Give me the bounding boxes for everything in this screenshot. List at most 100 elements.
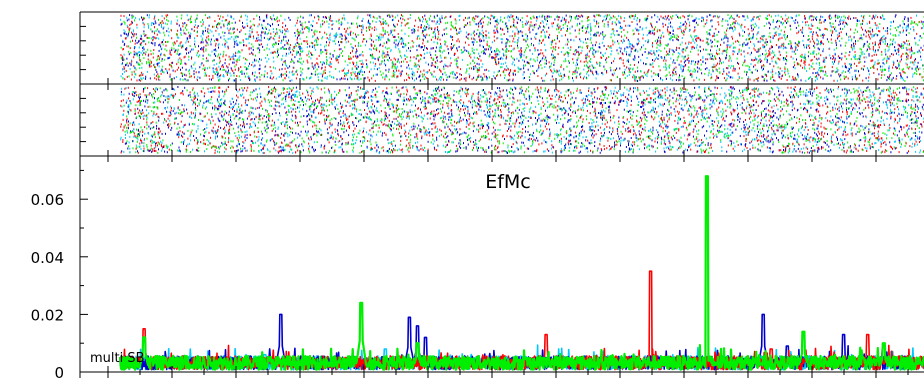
raster-dot <box>392 60 394 63</box>
raster-dot <box>581 49 583 52</box>
raster-dot <box>468 33 470 35</box>
raster-dot <box>481 51 483 54</box>
raster-dot <box>249 29 251 32</box>
raster-dot <box>911 61 913 64</box>
raster-dot <box>637 66 639 69</box>
raster-dot <box>680 64 682 67</box>
raster-dot <box>219 56 220 59</box>
raster-dot <box>421 54 422 57</box>
raster-dot <box>320 23 322 26</box>
raster-dot <box>550 15 552 18</box>
raster-dot <box>416 65 418 68</box>
raster-dot <box>920 46 922 49</box>
raster-dot <box>587 16 589 19</box>
raster-dot <box>479 22 481 25</box>
raster-dot <box>638 55 640 58</box>
raster-dot <box>195 71 197 74</box>
raster-dot <box>714 15 716 18</box>
raster-dot <box>483 52 485 55</box>
raster-dot <box>792 57 794 60</box>
raster-dot <box>169 75 171 78</box>
raster-dot <box>751 71 753 74</box>
raster-dot <box>255 39 257 42</box>
raster-dot <box>158 61 160 64</box>
raster-dot <box>237 44 239 46</box>
raster-dot <box>266 17 268 20</box>
raster-dot <box>357 17 359 20</box>
raster-dot <box>804 63 806 66</box>
raster-dot <box>913 29 915 32</box>
raster-dot <box>393 41 395 44</box>
raster-dot <box>766 43 768 46</box>
raster-dot <box>375 28 377 31</box>
raster-dot <box>379 70 381 73</box>
raster-dot <box>235 59 237 62</box>
raster-dot <box>634 79 636 82</box>
raster-dot <box>526 22 528 25</box>
raster-dot <box>280 47 282 50</box>
raster-dot <box>306 46 308 49</box>
raster-dot <box>824 19 826 22</box>
raster-dot <box>808 17 810 20</box>
raster-dot <box>169 49 171 52</box>
raster-dot <box>289 19 291 21</box>
raster-dot <box>767 18 768 20</box>
raster-dot <box>734 28 736 31</box>
raster-dot <box>633 64 635 66</box>
raster-dot <box>417 26 419 29</box>
raster-dot <box>786 22 788 24</box>
raster-dot <box>813 46 815 49</box>
raster-dot <box>510 69 511 72</box>
raster-dot <box>397 14 399 17</box>
raster-dot <box>592 47 594 50</box>
raster-dot <box>336 55 338 58</box>
raster-dot <box>491 51 492 53</box>
raster-dot <box>254 59 256 62</box>
raster-dot <box>521 16 523 19</box>
raster-dot <box>258 23 260 26</box>
raster-dot <box>525 33 527 36</box>
raster-dot <box>816 76 818 79</box>
raster-dot <box>126 16 128 19</box>
raster-dot <box>133 33 135 36</box>
raster-dot <box>339 40 341 43</box>
raster-dot <box>285 52 287 55</box>
raster-dot <box>580 76 581 79</box>
raster-dot <box>848 36 850 39</box>
raster-dot <box>542 57 544 60</box>
raster-dot <box>696 76 697 79</box>
raster-dot <box>367 14 369 17</box>
raster-dot <box>399 72 401 75</box>
raster-dot <box>797 73 798 76</box>
raster-dot <box>370 16 372 19</box>
raster-dot <box>497 37 499 39</box>
raster-dot <box>278 36 280 39</box>
raster-dot <box>863 65 865 68</box>
raster-dot <box>298 34 300 37</box>
raster-dot <box>577 17 579 20</box>
raster-dot <box>483 39 485 42</box>
raster-dot <box>135 53 137 56</box>
raster-dot <box>452 46 454 49</box>
raster-dot <box>506 69 508 72</box>
raster-dot <box>219 75 221 78</box>
raster-dot <box>880 17 882 19</box>
raster-dot <box>660 56 662 58</box>
raster-dot <box>546 23 548 26</box>
raster-dot <box>239 71 241 73</box>
raster-dot <box>430 38 432 41</box>
raster-dot <box>644 51 646 53</box>
raster-dot <box>766 14 768 17</box>
raster-dot <box>338 18 340 21</box>
raster-dot <box>435 46 437 49</box>
raster-dot <box>856 24 858 27</box>
raster-dot <box>483 35 485 38</box>
raster-dot <box>815 57 817 60</box>
raster-dot <box>456 47 458 50</box>
raster-dot <box>713 32 715 35</box>
raster-dot <box>868 35 870 38</box>
raster-dot <box>714 45 716 48</box>
raster-dot <box>601 41 603 44</box>
raster-dot <box>434 33 436 36</box>
raster-dot <box>630 14 632 17</box>
